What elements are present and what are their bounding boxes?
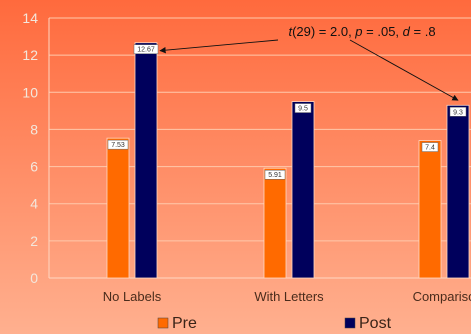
bars [106,42,470,279]
bar-pre-1 [263,167,287,279]
y-tick-label: 10 [22,84,38,100]
data-label-box [294,103,312,113]
y-tick-label: 6 [30,159,38,175]
data-label-box [133,44,159,54]
annotation-arrow [159,39,279,54]
legend-swatch-post [344,317,356,329]
annotation: t(29) = 2.0, p = .05, d = .8 [159,24,459,101]
category-labels: No Labels With Letters Compariso [103,289,471,304]
y-tick-label: 0 [30,270,38,286]
data-label-box [449,107,467,117]
y-tick-label: 2 [30,233,38,249]
data-label-box [107,139,129,150]
data-label-box [264,169,286,180]
data-labels: 7.53 5.91 7.4 12.67 9.5 9.3 [107,44,467,180]
data-label: 9.5 [298,106,308,113]
data-label: 9.3 [453,109,463,116]
data-label: 7.53 [111,142,125,149]
legend-label-post: Post [359,315,392,332]
bar-pre-0 [106,137,130,279]
annotation-text: t(29) = 2.0, p = .05, d = .8 [288,24,435,39]
legend-label-pre: Pre [172,315,197,332]
y-tick-label: 12 [22,47,38,63]
data-label: 12.67 [137,47,155,54]
y-tick-label: 8 [30,121,38,137]
data-label-box [421,142,439,152]
bar-post-1 [291,101,315,279]
legend-swatch-pre [157,317,169,329]
category-label: No Labels [103,289,162,304]
y-tick-label: 14 [22,10,38,26]
y-tick-labels: 0 2 4 6 8 10 12 14 [22,10,38,286]
y-tick-label: 4 [30,196,38,212]
data-label: 7.4 [425,145,435,152]
bar-post-2 [446,104,470,279]
data-label: 5.91 [268,172,282,179]
annotation-arrow [349,39,459,101]
bar-post-0 [134,42,158,279]
legend: Pre Post [157,315,392,332]
category-label: With Letters [254,289,324,304]
category-label: Compariso [413,289,471,304]
bar-pre-2 [418,140,442,279]
